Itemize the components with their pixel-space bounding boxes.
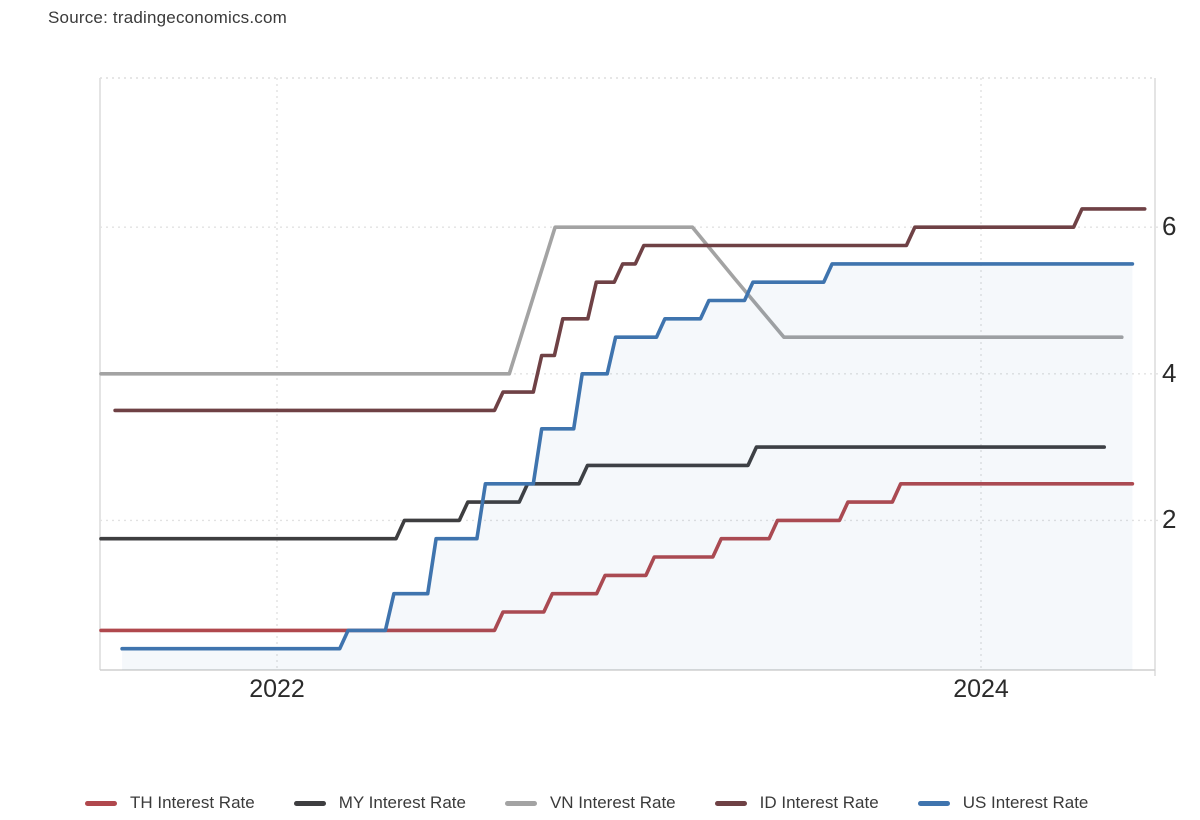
legend-item-my[interactable]: MY Interest Rate bbox=[293, 793, 466, 813]
legend-item-us[interactable]: US Interest Rate bbox=[917, 793, 1089, 813]
th-line-swatch-icon bbox=[85, 800, 117, 806]
id-line-swatch-icon bbox=[714, 800, 747, 806]
vn-interest-rate-line bbox=[99, 225, 1124, 376]
legend-label-id: ID Interest Rate bbox=[759, 793, 879, 812]
legend-label-th: TH Interest Rate bbox=[130, 793, 255, 812]
y-axis-tick-2: 2 bbox=[1162, 504, 1177, 534]
legend-label-us: US Interest Rate bbox=[962, 793, 1089, 812]
legend-item-th[interactable]: TH Interest Rate bbox=[85, 793, 255, 813]
th-interest-rate-line bbox=[99, 482, 1135, 633]
legend-label-vn: VN Interest Rate bbox=[549, 793, 676, 812]
x-axis-tick-2022: 2022 bbox=[249, 675, 305, 703]
chart-legend: TH Interest Rate MY Interest Rate VN Int… bbox=[85, 793, 1088, 813]
my-line-swatch-icon bbox=[293, 800, 326, 806]
my-interest-rate-line bbox=[99, 445, 1106, 541]
id-interest-rate-line bbox=[113, 207, 1147, 413]
legend-item-vn[interactable]: VN Interest Rate bbox=[504, 793, 676, 813]
us-line-swatch-icon bbox=[917, 800, 950, 806]
x-axis-tick-2024: 2024 bbox=[953, 675, 1009, 703]
legend-item-id[interactable]: ID Interest Rate bbox=[714, 793, 879, 813]
y-axis-tick-6: 6 bbox=[1162, 211, 1177, 241]
source-attribution: Source: tradingeconomics.com bbox=[48, 8, 287, 27]
us-interest-rate-line bbox=[120, 262, 1135, 651]
legend-label-my: MY Interest Rate bbox=[338, 793, 466, 812]
y-axis-tick-4: 4 bbox=[1162, 358, 1177, 388]
vn-line-swatch-icon bbox=[504, 800, 537, 806]
